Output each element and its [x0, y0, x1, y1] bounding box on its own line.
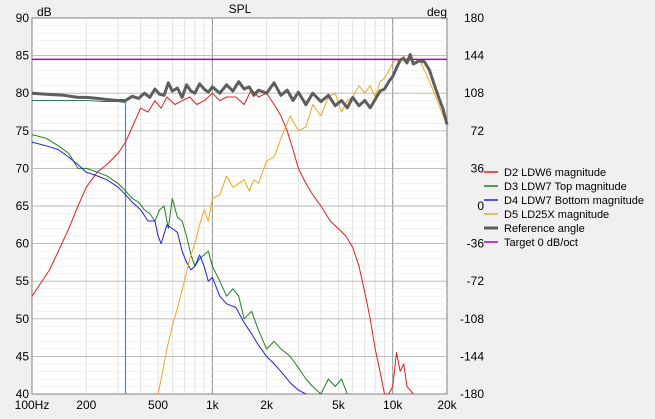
x-tick-label: 500 — [148, 398, 168, 412]
y-right-tick-label: -72 — [467, 274, 485, 288]
chart-title: SPL — [229, 2, 252, 16]
y-left-tick-label: 90 — [16, 11, 30, 25]
x-tick-label: 10k — [383, 398, 403, 412]
y-left-tick-label: 50 — [16, 312, 30, 326]
y-left-tick-label: 45 — [16, 349, 30, 363]
y-right-tick-label: -108 — [460, 312, 484, 326]
series-line-reference-angle — [31, 53, 449, 125]
y-left-tick-label: 75 — [16, 124, 30, 138]
y-left-tick-label: 80 — [16, 86, 30, 100]
legend-item-label: D2 LDW6 magnitude — [504, 167, 606, 179]
y-right-tick-label: 36 — [471, 161, 485, 175]
axis-labels: 100Hz 200 500 1k 2k 5k 10k 20k90858075706560555… — [15, 11, 485, 412]
series-layer — [31, 53, 449, 395]
legend-item-label: D3 LDW7 Top magnitude — [504, 181, 627, 193]
y-left-tick-label: 40 — [16, 387, 30, 401]
y-axis-right-unit: deg — [427, 5, 447, 19]
y-right-tick-label: 144 — [464, 49, 484, 63]
legend: D2 LDW6 magnitude D3 LDW7 Top magnitude D4… — [484, 167, 644, 249]
x-tick-label: 1k — [206, 398, 220, 412]
y-left-tick-label: 55 — [16, 274, 30, 288]
y-axis-left-unit: dB — [37, 5, 52, 19]
y-left-tick-label: 65 — [16, 199, 30, 213]
x-tick-label: 200 — [76, 398, 96, 412]
y-right-tick-label: 108 — [464, 86, 484, 100]
y-right-tick-label: 0 — [477, 199, 484, 213]
y-right-tick-label: -180 — [460, 387, 484, 401]
legend-item-label: D4 LDW7 Bottom magnitude — [504, 195, 644, 207]
y-right-tick-label: -144 — [460, 349, 484, 363]
grid-lines — [32, 18, 447, 394]
x-tick-label: 20k — [437, 398, 457, 412]
legend-item-label: Reference angle — [504, 223, 585, 235]
legend-item-label: Target 0 dB/oct — [504, 237, 578, 249]
y-left-tick-label: 85 — [16, 49, 30, 63]
x-tick-label: 100Hz — [15, 398, 50, 412]
y-right-tick-label: -36 — [467, 237, 485, 251]
x-tick-label: 2k — [260, 398, 274, 412]
y-right-tick-label: 72 — [471, 124, 485, 138]
series-line-d4-ldw7-bottom-magnitude — [31, 141, 307, 395]
y-right-tick-label: 180 — [464, 11, 484, 25]
y-left-tick-label: 60 — [16, 237, 30, 251]
y-left-tick-label: 70 — [16, 161, 30, 175]
x-tick-label: 5k — [332, 398, 346, 412]
legend-item-label: D5 LD25X magnitude — [504, 209, 609, 221]
